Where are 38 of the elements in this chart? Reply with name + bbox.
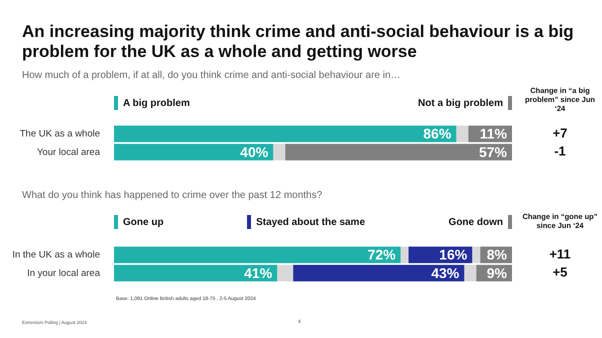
data-label: 16% (439, 246, 468, 263)
text: +7 (552, 125, 568, 140)
legend-label: Gone up (123, 216, 164, 228)
data-label: 41% (244, 265, 273, 282)
y-tick-label: The UK as a whole (20, 128, 100, 140)
y-tick-label: Your local area (36, 146, 101, 158)
series-label: Not a big problem (418, 98, 503, 108)
legend-label: Stayed about the same (256, 216, 366, 228)
bar (114, 144, 274, 160)
chart-title: An increasing majority think crime and anti-social behaviour is a big problem for the UK as a whole and getting worse (22, 22, 575, 62)
chart-title: What do you think has happened to crime over the past 12 months? (22, 190, 324, 201)
y-tick-label: In your local area (27, 268, 101, 279)
bar (285, 144, 512, 160)
bar (400, 246, 409, 264)
data-label: 43% (431, 265, 460, 282)
text: +11 (549, 246, 571, 262)
data-label: 11% (480, 126, 508, 142)
bar (114, 126, 456, 142)
data-label: 40% (240, 144, 269, 160)
data-label: 57% (478, 144, 508, 160)
data-label: 86% (423, 126, 452, 142)
bar (273, 144, 286, 160)
y-tick-label: In the UK as a whole (12, 249, 100, 260)
data-label: 8% (486, 246, 508, 263)
data-label: 9% (486, 265, 508, 282)
bar (114, 246, 401, 264)
series-label: Gone down (448, 216, 503, 228)
text: -1 (554, 144, 566, 159)
chart-subtitle: How much of a problem, if at all, do you think crime and anti-social behaviour are in… (22, 70, 402, 81)
text: +5 (552, 264, 568, 280)
bar (464, 264, 476, 282)
bar (277, 264, 294, 282)
legend-label: A big problem (123, 98, 190, 108)
data-label: 72% (368, 246, 396, 263)
bar (472, 246, 480, 264)
bar (456, 126, 468, 142)
bar (114, 264, 278, 282)
bar (293, 264, 464, 282)
